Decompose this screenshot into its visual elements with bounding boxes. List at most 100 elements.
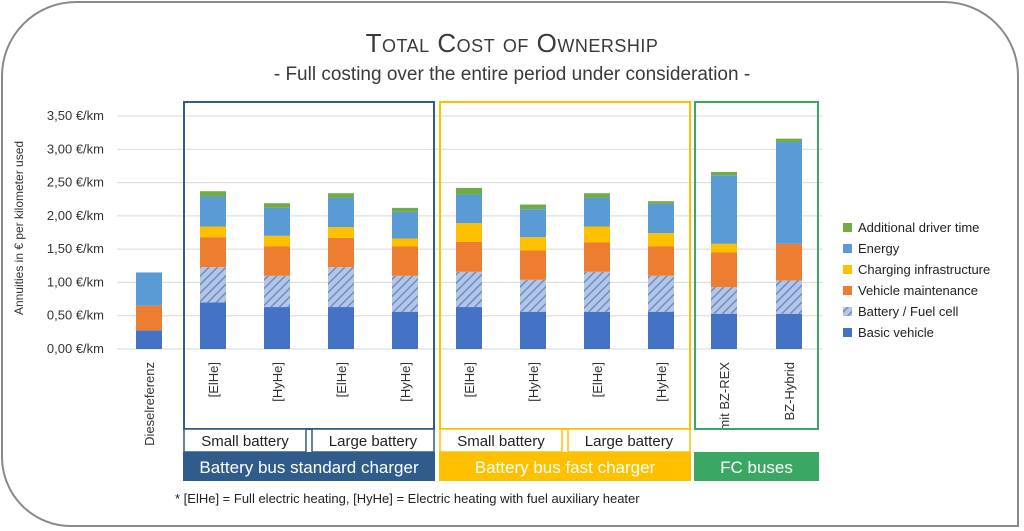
y-tick-label: 1,50 €/km xyxy=(47,241,104,256)
y-tick-label: 2,00 €/km xyxy=(47,208,104,223)
y-tick-label: 0,50 €/km xyxy=(47,308,104,323)
subgroup-label: Large battery xyxy=(585,433,674,450)
legend-swatch xyxy=(843,286,852,295)
bar-segment-charging-infrastructure xyxy=(456,223,482,242)
chart-title: Total Cost of Ownership xyxy=(365,28,659,58)
bar-segment-battery-fuel-cell xyxy=(584,271,610,312)
group-label-bar xyxy=(439,452,691,481)
group-box xyxy=(694,101,819,430)
bar-segment-charging-infrastructure xyxy=(328,227,354,238)
x-tick-label: [ElHe] xyxy=(590,362,605,397)
x-tick-label: mit BZ-REX xyxy=(717,362,732,431)
bar-segment-energy xyxy=(584,197,610,227)
bar-segment-vehicle-maintenance xyxy=(200,237,226,268)
bar-segment-vehicle-maintenance xyxy=(456,241,482,272)
chart-subtitle: - Full costing over the entire period un… xyxy=(273,64,751,85)
bar-segment-charging-infrastructure xyxy=(584,226,610,243)
x-tick-label: [HyHe] xyxy=(654,362,669,402)
x-tick-label: BZ-Hybrid xyxy=(782,362,797,421)
group-label-bar xyxy=(694,452,819,481)
legend-swatch xyxy=(843,328,852,337)
legend-swatch xyxy=(843,307,852,316)
legend: Additional driver time Energy Charging inf… xyxy=(843,220,990,340)
bar-segment-additional-driver-time xyxy=(392,207,418,212)
bar-segment-basic-vehicle xyxy=(328,307,354,349)
subgroup-label: Large battery xyxy=(329,433,418,450)
bar-segment-vehicle-maintenance xyxy=(392,246,418,276)
bar-segment-vehicle-maintenance xyxy=(648,246,674,276)
bar-segment-vehicle-maintenance xyxy=(711,252,737,288)
y-tick-label: 1,00 €/km xyxy=(47,274,104,289)
bar-segment-vehicle-maintenance xyxy=(136,305,162,331)
bar-segment-energy xyxy=(264,207,290,236)
group-boxes: Small battery Large battery Battery bus st… xyxy=(183,101,819,481)
legend-label: Vehicle maintenance xyxy=(858,283,978,298)
bar-segment-additional-driver-time xyxy=(584,193,610,198)
bar-segment-basic-vehicle xyxy=(648,311,674,349)
bar-segment-charging-infrastructure xyxy=(264,235,290,247)
bar-segment-battery-fuel-cell xyxy=(648,275,674,312)
legend-label: Battery / Fuel cell xyxy=(858,304,959,319)
bar-segment-basic-vehicle xyxy=(711,313,737,349)
bar-segment-vehicle-maintenance xyxy=(584,242,610,272)
bar-segment-battery-fuel-cell xyxy=(776,280,802,314)
bar-segment-basic-vehicle xyxy=(264,307,290,349)
bar-segment-additional-driver-time xyxy=(520,204,546,210)
bar-segment-additional-driver-time xyxy=(711,171,737,176)
y-tick-label: 2,50 €/km xyxy=(47,175,104,190)
bar-segment-basic-vehicle xyxy=(520,311,546,349)
bar-segment-vehicle-maintenance xyxy=(328,237,354,268)
footnote: * [ElHe] = Full electric heating, [HyHe]… xyxy=(175,491,640,506)
bar-segment-additional-driver-time xyxy=(264,203,290,208)
x-tick-label: Dieselreferenz xyxy=(142,362,157,446)
x-axis-labels: Dieselreferenz [ElHe] [HyHe] [ElHe] [HyHe] [E… xyxy=(142,362,797,446)
bar-segment-battery-fuel-cell xyxy=(328,267,354,308)
bar-segment-energy xyxy=(392,211,418,239)
y-tick-label: 3,00 €/km xyxy=(47,141,104,156)
bar-segment-energy xyxy=(711,175,737,244)
bar-segment-battery-fuel-cell xyxy=(711,287,737,314)
bar-segment-charging-infrastructure xyxy=(200,226,226,238)
y-axis-label: Annuities in € per kilometer used xyxy=(12,141,26,315)
bar-segment-energy xyxy=(200,196,226,227)
bar-segment-basic-vehicle xyxy=(776,313,802,349)
bar-segment-charging-infrastructure xyxy=(711,243,737,253)
legend-label: Energy xyxy=(858,241,900,256)
group-label: Battery bus fast charger xyxy=(475,458,656,477)
bar-segment-additional-driver-time xyxy=(200,191,226,197)
bar-segment-additional-driver-time xyxy=(776,138,802,142)
bar-segment-basic-vehicle xyxy=(200,302,226,349)
bar-segment-battery-fuel-cell xyxy=(520,279,546,312)
bar-segment-additional-driver-time xyxy=(328,193,354,198)
x-tick-label: [HyHe] xyxy=(398,362,413,402)
legend-swatch xyxy=(843,265,852,274)
bar-segment-additional-driver-time xyxy=(456,187,482,195)
bar-segment-basic-vehicle xyxy=(392,311,418,349)
legend-label: Basic vehicle xyxy=(858,325,934,340)
x-tick-label: [ElHe] xyxy=(462,362,477,397)
y-axis: 0,00 €/km 0,50 €/km 1,00 €/km 1,50 €/km 2,00… xyxy=(47,108,104,356)
legend-swatch xyxy=(843,244,852,253)
bar-segment-additional-driver-time xyxy=(648,201,674,204)
legend-label: Charging infrastructure xyxy=(858,262,990,277)
bar-segment-energy xyxy=(328,197,354,228)
bars xyxy=(136,138,802,349)
bar-segment-charging-infrastructure xyxy=(520,237,546,251)
group-box xyxy=(183,101,435,430)
bar-segment-charging-infrastructure xyxy=(392,238,418,247)
group-label: FC buses xyxy=(720,458,793,477)
bar-segment-charging-infrastructure xyxy=(648,233,674,247)
legend-label: Additional driver time xyxy=(858,220,979,235)
bar-segment-battery-fuel-cell xyxy=(392,275,418,312)
y-tick-label: 0,00 €/km xyxy=(47,341,104,356)
bar-segment-energy xyxy=(520,209,546,238)
x-tick-label: [HyHe] xyxy=(270,362,285,402)
bar-segment-energy xyxy=(776,141,802,244)
group-box xyxy=(439,101,691,430)
bar-segment-vehicle-maintenance xyxy=(264,246,290,276)
subgroup-label: Small battery xyxy=(457,433,545,450)
x-tick-label: [ElHe] xyxy=(334,362,349,397)
legend-swatch xyxy=(843,223,852,232)
